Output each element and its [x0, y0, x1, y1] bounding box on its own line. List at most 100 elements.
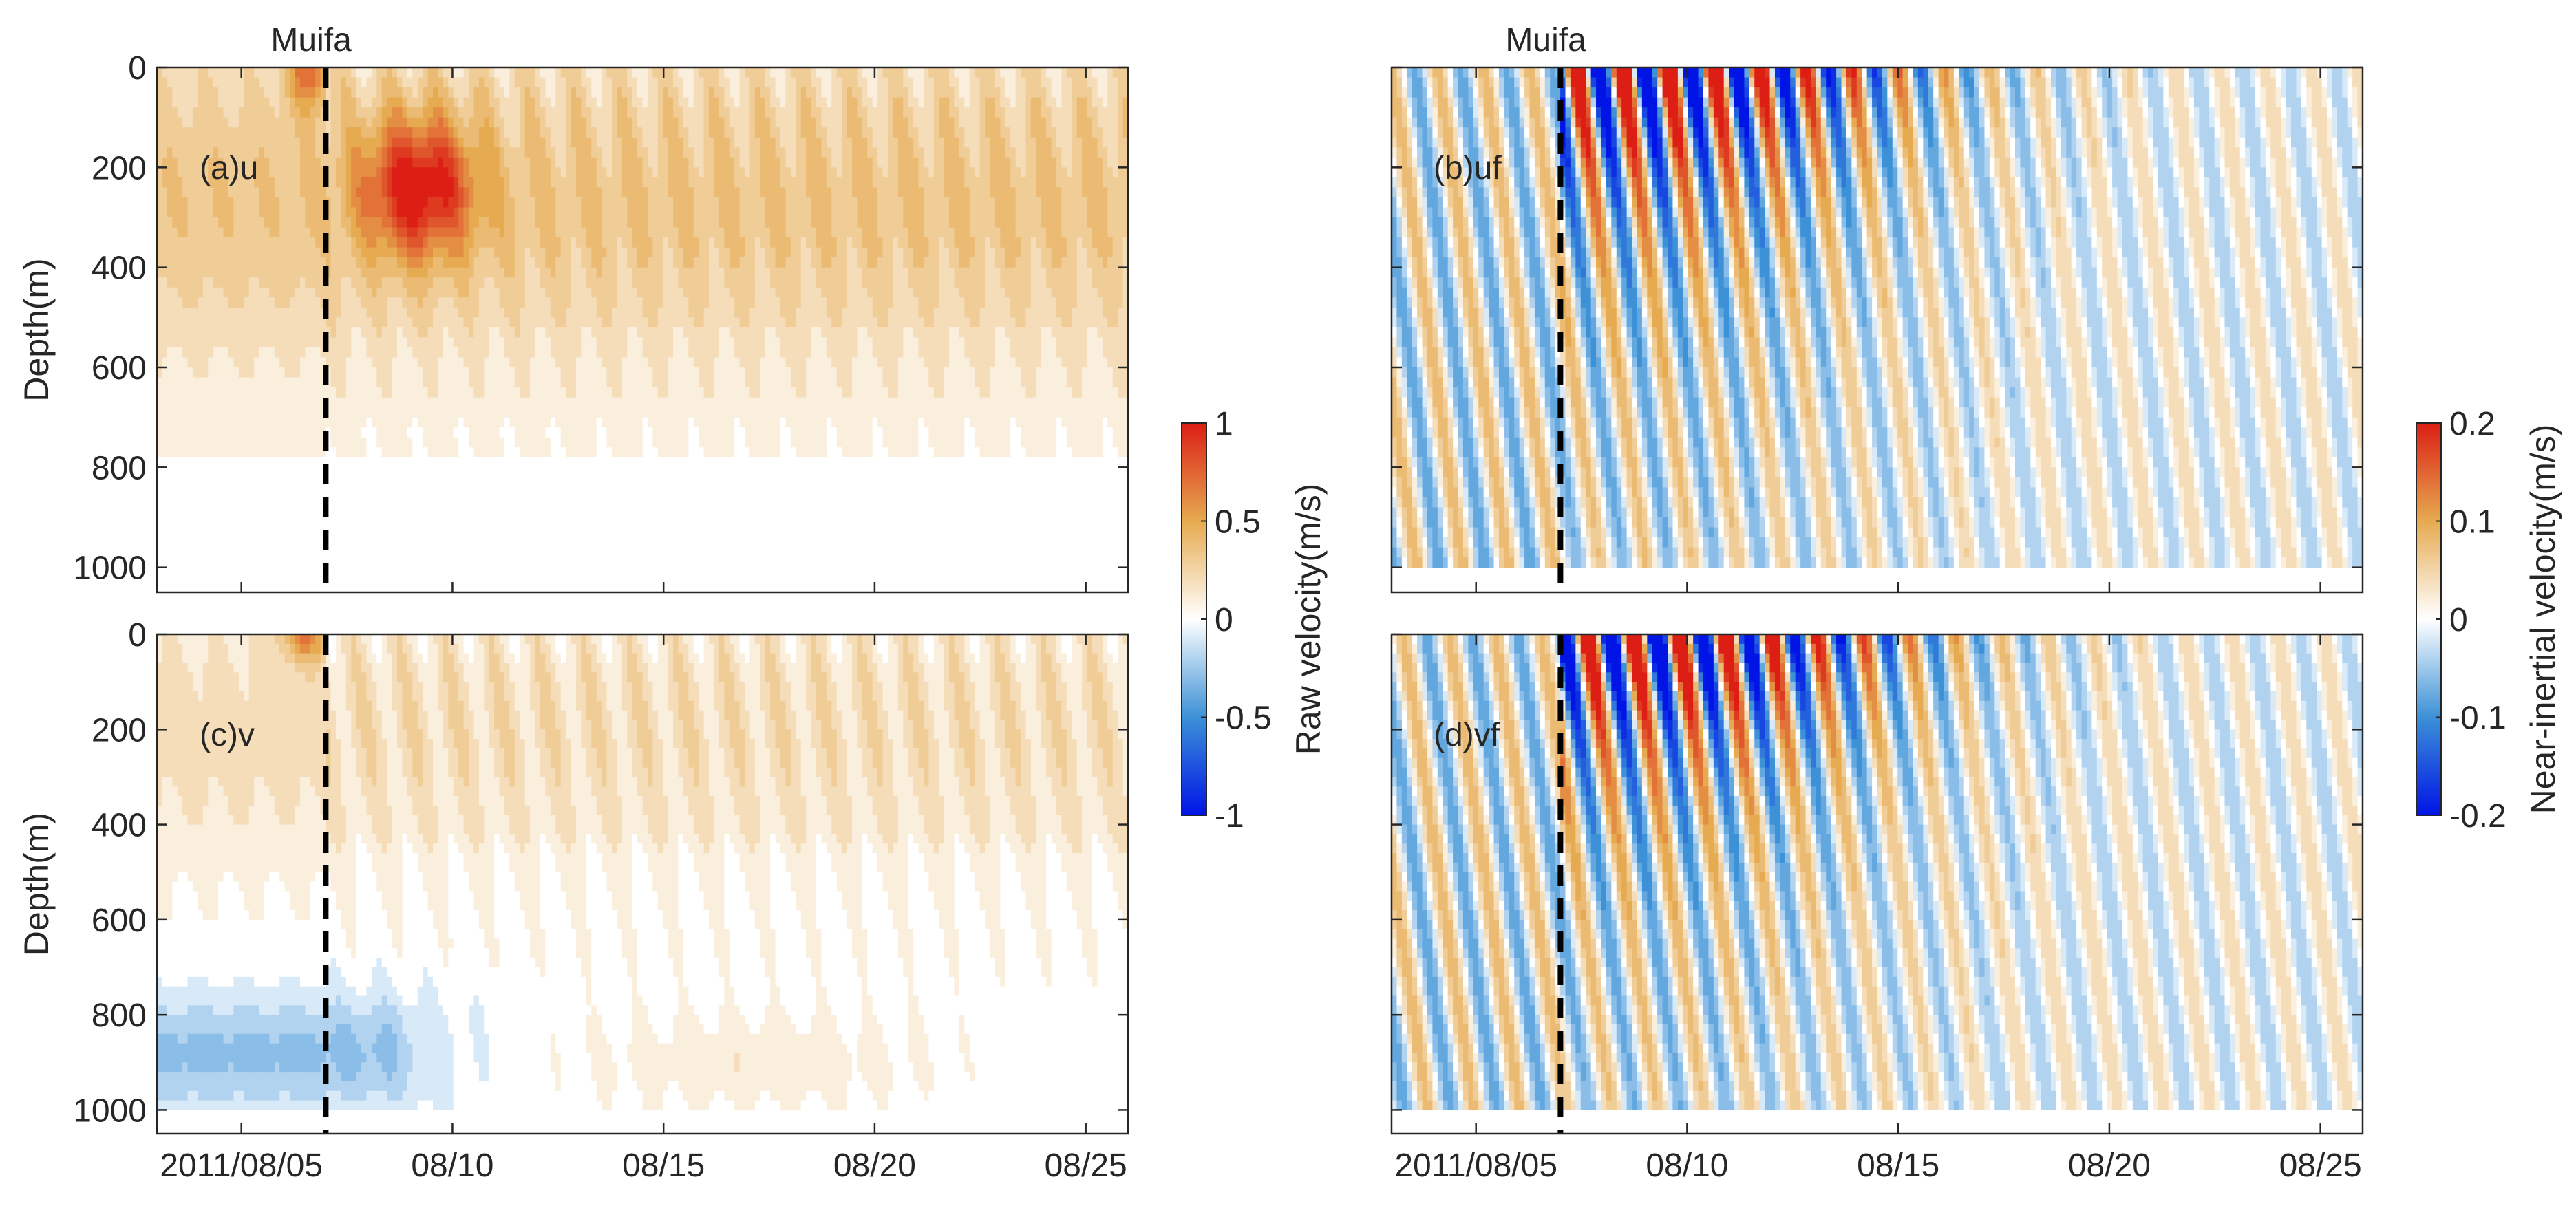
- heatmap-cell: [540, 557, 546, 568]
- heatmap-cell: [351, 297, 357, 308]
- heatmap-cell: [407, 477, 413, 488]
- heatmap-cell: [489, 77, 495, 88]
- heatmap-cell: [621, 427, 628, 438]
- heatmap-cell: [407, 367, 413, 378]
- heatmap-cell: [550, 347, 556, 358]
- heatmap-cell: [663, 527, 669, 538]
- heatmap-cell: [177, 377, 183, 388]
- heatmap-cell: [663, 317, 669, 328]
- heatmap-cell: [617, 397, 623, 408]
- heatmap-cell: [423, 267, 429, 278]
- heatmap-cell: [299, 77, 306, 88]
- heatmap-cell: [602, 67, 608, 78]
- heatmap-cell: [381, 437, 387, 448]
- heatmap-cell: [606, 417, 613, 428]
- heatmap-cell: [254, 137, 260, 148]
- heatmap-cell: [198, 557, 204, 568]
- heatmap-cell: [423, 337, 429, 348]
- heatmap-cell: [259, 137, 265, 148]
- heatmap-cell: [566, 527, 572, 538]
- heatmap-cell: [387, 187, 393, 198]
- heatmap-cell: [162, 307, 168, 318]
- heatmap-cell: [637, 137, 643, 148]
- heatmap-cell: [647, 487, 653, 498]
- heatmap-cell: [591, 397, 597, 408]
- heatmap-cell: [473, 167, 480, 178]
- heatmap-cell: [581, 507, 587, 518]
- heatmap-cell: [657, 437, 663, 448]
- heatmap-cell: [545, 277, 551, 288]
- heatmap-cell: [417, 107, 423, 118]
- heatmap-cell: [453, 537, 459, 548]
- heatmap-cell: [223, 117, 229, 128]
- heatmap-cell: [177, 177, 183, 188]
- heatmap-cell: [663, 457, 669, 468]
- heatmap-cell: [223, 417, 229, 428]
- heatmap-cell: [202, 157, 209, 168]
- heatmap-cell: [361, 107, 368, 118]
- heatmap-cell: [223, 467, 229, 478]
- heatmap-cell: [627, 207, 633, 218]
- heatmap-cell: [264, 337, 270, 348]
- heatmap-cell: [560, 407, 566, 418]
- heatmap-cell: [484, 257, 490, 268]
- heatmap-cell: [192, 377, 199, 388]
- heatmap-cell: [427, 97, 434, 108]
- heatmap-cell: [299, 317, 306, 328]
- heatmap-cell: [310, 117, 316, 128]
- heatmap-cell: [172, 297, 178, 308]
- heatmap-cell: [290, 417, 296, 428]
- heatmap-cell: [172, 327, 178, 338]
- heatmap-cell: [202, 447, 209, 458]
- heatmap-cell: [290, 97, 296, 108]
- heatmap-cell: [228, 237, 234, 248]
- heatmap-cell: [264, 457, 270, 468]
- heatmap-cell: [264, 227, 270, 238]
- heatmap-cell: [187, 177, 193, 188]
- heatmap-cell: [269, 187, 275, 198]
- heatmap-cell: [213, 267, 219, 278]
- heatmap-cell: [361, 327, 368, 338]
- heatmap-cell: [223, 217, 229, 228]
- heatmap-cell: [448, 407, 454, 418]
- heatmap-cell: [504, 247, 511, 258]
- heatmap-cell: [514, 447, 520, 458]
- heatmap-cell: [295, 307, 301, 318]
- heatmap-cell: [233, 417, 239, 428]
- heatmap-cell: [647, 267, 653, 278]
- heatmap-cell: [244, 407, 250, 418]
- heatmap-cell: [412, 187, 418, 198]
- heatmap-cell: [244, 537, 250, 548]
- heatmap-cell: [514, 337, 520, 348]
- heatmap-cell: [238, 347, 244, 358]
- heatmap-cell: [627, 447, 633, 458]
- heatmap-cell: [310, 127, 316, 138]
- heatmap-cell: [596, 347, 602, 358]
- heatmap-cell: [617, 517, 623, 528]
- heatmap-cell: [581, 107, 587, 118]
- heatmap-cell: [647, 497, 653, 508]
- heatmap-cell: [254, 77, 260, 88]
- heatmap-cell: [514, 187, 520, 198]
- heatmap-cell: [345, 237, 352, 248]
- heatmap-cell: [305, 437, 311, 448]
- heatmap-cell: [586, 477, 592, 488]
- heatmap-cell: [157, 407, 163, 418]
- heatmap-cell: [376, 317, 383, 328]
- heatmap-cell: [627, 137, 633, 148]
- heatmap-cell: [469, 447, 475, 458]
- heatmap-cell: [433, 267, 439, 278]
- heatmap-cell: [571, 347, 577, 358]
- heatmap-cell: [397, 497, 403, 508]
- heatmap-cell: [602, 377, 608, 388]
- heatmap-cell: [341, 497, 347, 508]
- heatmap-cell: [198, 267, 204, 278]
- heatmap-cell: [361, 427, 368, 438]
- heatmap-cell: [269, 167, 275, 178]
- heatmap-cell: [484, 267, 490, 278]
- heatmap-cell: [244, 557, 250, 568]
- heatmap-cell: [627, 77, 633, 88]
- heatmap-cell: [571, 177, 577, 188]
- heatmap-cell: [586, 247, 592, 258]
- heatmap-cell: [361, 277, 368, 288]
